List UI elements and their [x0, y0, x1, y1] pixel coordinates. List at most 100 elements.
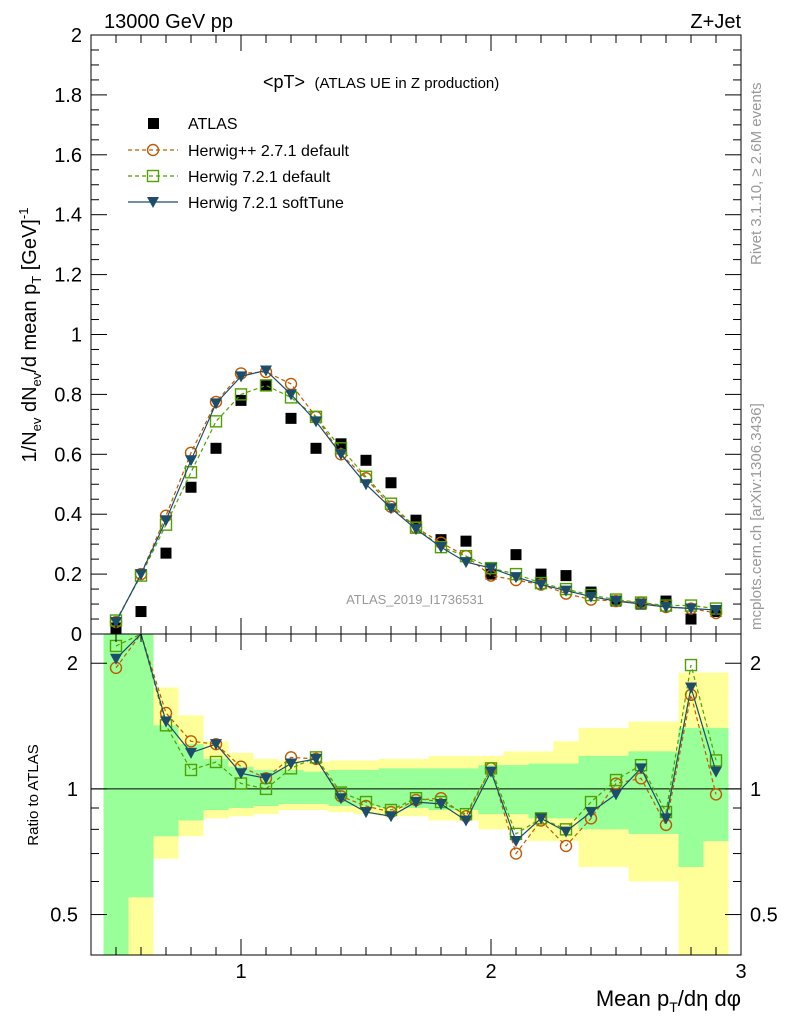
legend-item-atlas: ATLAS [148, 116, 238, 133]
data-point-3 [110, 617, 122, 629]
ratio-point-0 [709, 788, 723, 801]
data-point-3 [210, 398, 222, 410]
ratio-point-2 [360, 807, 372, 819]
ratio-point-1 [184, 763, 198, 777]
data-point-0 [435, 534, 447, 546]
x-axis-label: Mean pT/dη dφ [596, 986, 741, 1015]
rivet-label: Rivet 3.1.10, ≥ 2.6M events [748, 83, 765, 266]
y-tick-label: 1.2 [54, 265, 82, 287]
ratio-point-2 [635, 763, 647, 775]
data-point-3 [435, 542, 447, 554]
ratio-point-2 [710, 766, 722, 778]
data-point-0 [260, 379, 272, 391]
chart-title-main: <pT> [263, 72, 305, 92]
ratio-plot-content [91, 632, 741, 955]
ratio-y-tick-label-right: 1 [750, 779, 761, 801]
ratio-point-1 [684, 658, 698, 672]
x-tick-label: 3 [735, 961, 746, 983]
data-point-3 [160, 515, 172, 527]
data-point-3 [285, 389, 297, 401]
ratio-point-0 [559, 839, 573, 853]
ratio-point-2 [560, 826, 572, 838]
data-point-3 [660, 602, 672, 614]
ratio-y-tick-label-right: 0.5 [750, 905, 778, 927]
data-point-0 [360, 454, 372, 466]
data-point-0 [185, 481, 197, 493]
ratio-y-tick-label-right: 2 [750, 653, 761, 675]
data-point-3 [185, 455, 197, 467]
y-tick-label: 1.6 [54, 145, 82, 167]
legend-marker-atlas [148, 118, 159, 129]
x-tick-label: 1 [235, 961, 246, 983]
ratio-point-2 [210, 739, 222, 751]
ratio-panel: 1 2 3 0.5 0.5 1 1 2 2 Ratio to ATLAS [25, 632, 778, 983]
data-point-3 [560, 585, 572, 597]
ratio-point-2 [260, 773, 272, 785]
ratio-point-2 [610, 789, 622, 801]
main-axes: 0 0.2 0.4 0.6 0.8 1 1.2 1.4 1.6 1.8 2 [54, 25, 742, 646]
ratio-point-2 [685, 682, 697, 694]
legend-marker-herwigpp [146, 143, 160, 157]
y-tick-label: 0.4 [54, 504, 82, 526]
main-plot-content [109, 365, 723, 634]
ratio-point-2 [185, 747, 197, 759]
ratio-axes: 1 2 3 0.5 0.5 1 1 2 2 [50, 634, 778, 983]
chart-title: <pT> (ATLAS UE in Z production) [263, 72, 499, 92]
ratio-y-tick-label: 1 [67, 779, 78, 801]
data-point-0 [535, 568, 547, 580]
ratio-band-green [203, 758, 229, 811]
data-point-3 [235, 371, 247, 383]
legend-marker-herwig7-softtune [147, 197, 159, 208]
ratio-point-1 [209, 755, 223, 769]
y-tick-label: 0.6 [54, 444, 82, 466]
ratio-point-2 [585, 807, 597, 819]
data-point-2 [259, 379, 273, 392]
energy-label: 13000 GeV pp [104, 11, 233, 33]
process-label: Z+Jet [690, 11, 741, 33]
legend-label-herwig7-default: Herwig 7.2.1 default [188, 169, 331, 186]
ratio-point-2 [110, 653, 122, 665]
ratio-y-axis-label: Ratio to ATLAS [25, 744, 42, 845]
ratio-point-2 [660, 813, 672, 825]
data-point-3 [585, 591, 597, 603]
data-point-3 [410, 524, 422, 536]
ratio-band-green [528, 763, 554, 819]
data-point-0 [210, 442, 222, 454]
data-point-3 [510, 572, 522, 584]
data-point-0 [135, 606, 147, 618]
y-axis-label: 1/Nev dNev/d mean pT [GeV]-1 [16, 208, 44, 463]
data-point-3 [710, 605, 722, 617]
data-point-3 [685, 603, 697, 615]
ratio-band-green [103, 634, 129, 955]
chart-title-sub: (ATLAS UE in Z production) [314, 75, 499, 92]
x-tick-label: 2 [485, 961, 496, 983]
data-point-3 [385, 503, 397, 515]
legend-label-herwig7-softtune: Herwig 7.2.1 softTune [188, 195, 344, 212]
y-tick-label: 0 [71, 624, 82, 646]
data-point-3 [335, 449, 347, 461]
ratio-point-2 [535, 813, 547, 825]
legend-label-herwigpp: Herwig++ 2.7.1 default [188, 143, 350, 160]
ratio-band-green [703, 727, 729, 842]
data-point-0 [335, 438, 347, 450]
ratio-point-1 [709, 754, 723, 767]
ratio-point-2 [160, 716, 172, 728]
legend: ATLAS Herwig++ 2.7.1 default Herwig 7.2.… [128, 116, 350, 212]
ratio-point-1 [609, 773, 623, 787]
data-point-3 [460, 557, 472, 569]
data-point-2 [209, 415, 223, 428]
ratio-band-green [278, 769, 304, 805]
ratio-band-green [303, 771, 329, 805]
data-point-3 [260, 365, 272, 377]
ratio-y-tick-label: 0.5 [50, 905, 78, 927]
y-tick-label: 1.4 [54, 205, 82, 227]
analysis-id-label: ATLAS_2019_I1736531 [346, 592, 484, 607]
ratio-line-0 [115, 632, 717, 855]
data-point-0 [685, 613, 697, 625]
legend-label-atlas: ATLAS [188, 116, 238, 133]
ratio-band-green [503, 765, 529, 815]
main-panel: 0 0.2 0.4 0.6 0.8 1 1.2 1.4 1.6 1.8 2 <pT> (ATLAS … [16, 25, 742, 646]
ratio-band-green [553, 763, 579, 819]
data-point-3 [485, 563, 497, 575]
ratio-point-2 [285, 758, 297, 770]
